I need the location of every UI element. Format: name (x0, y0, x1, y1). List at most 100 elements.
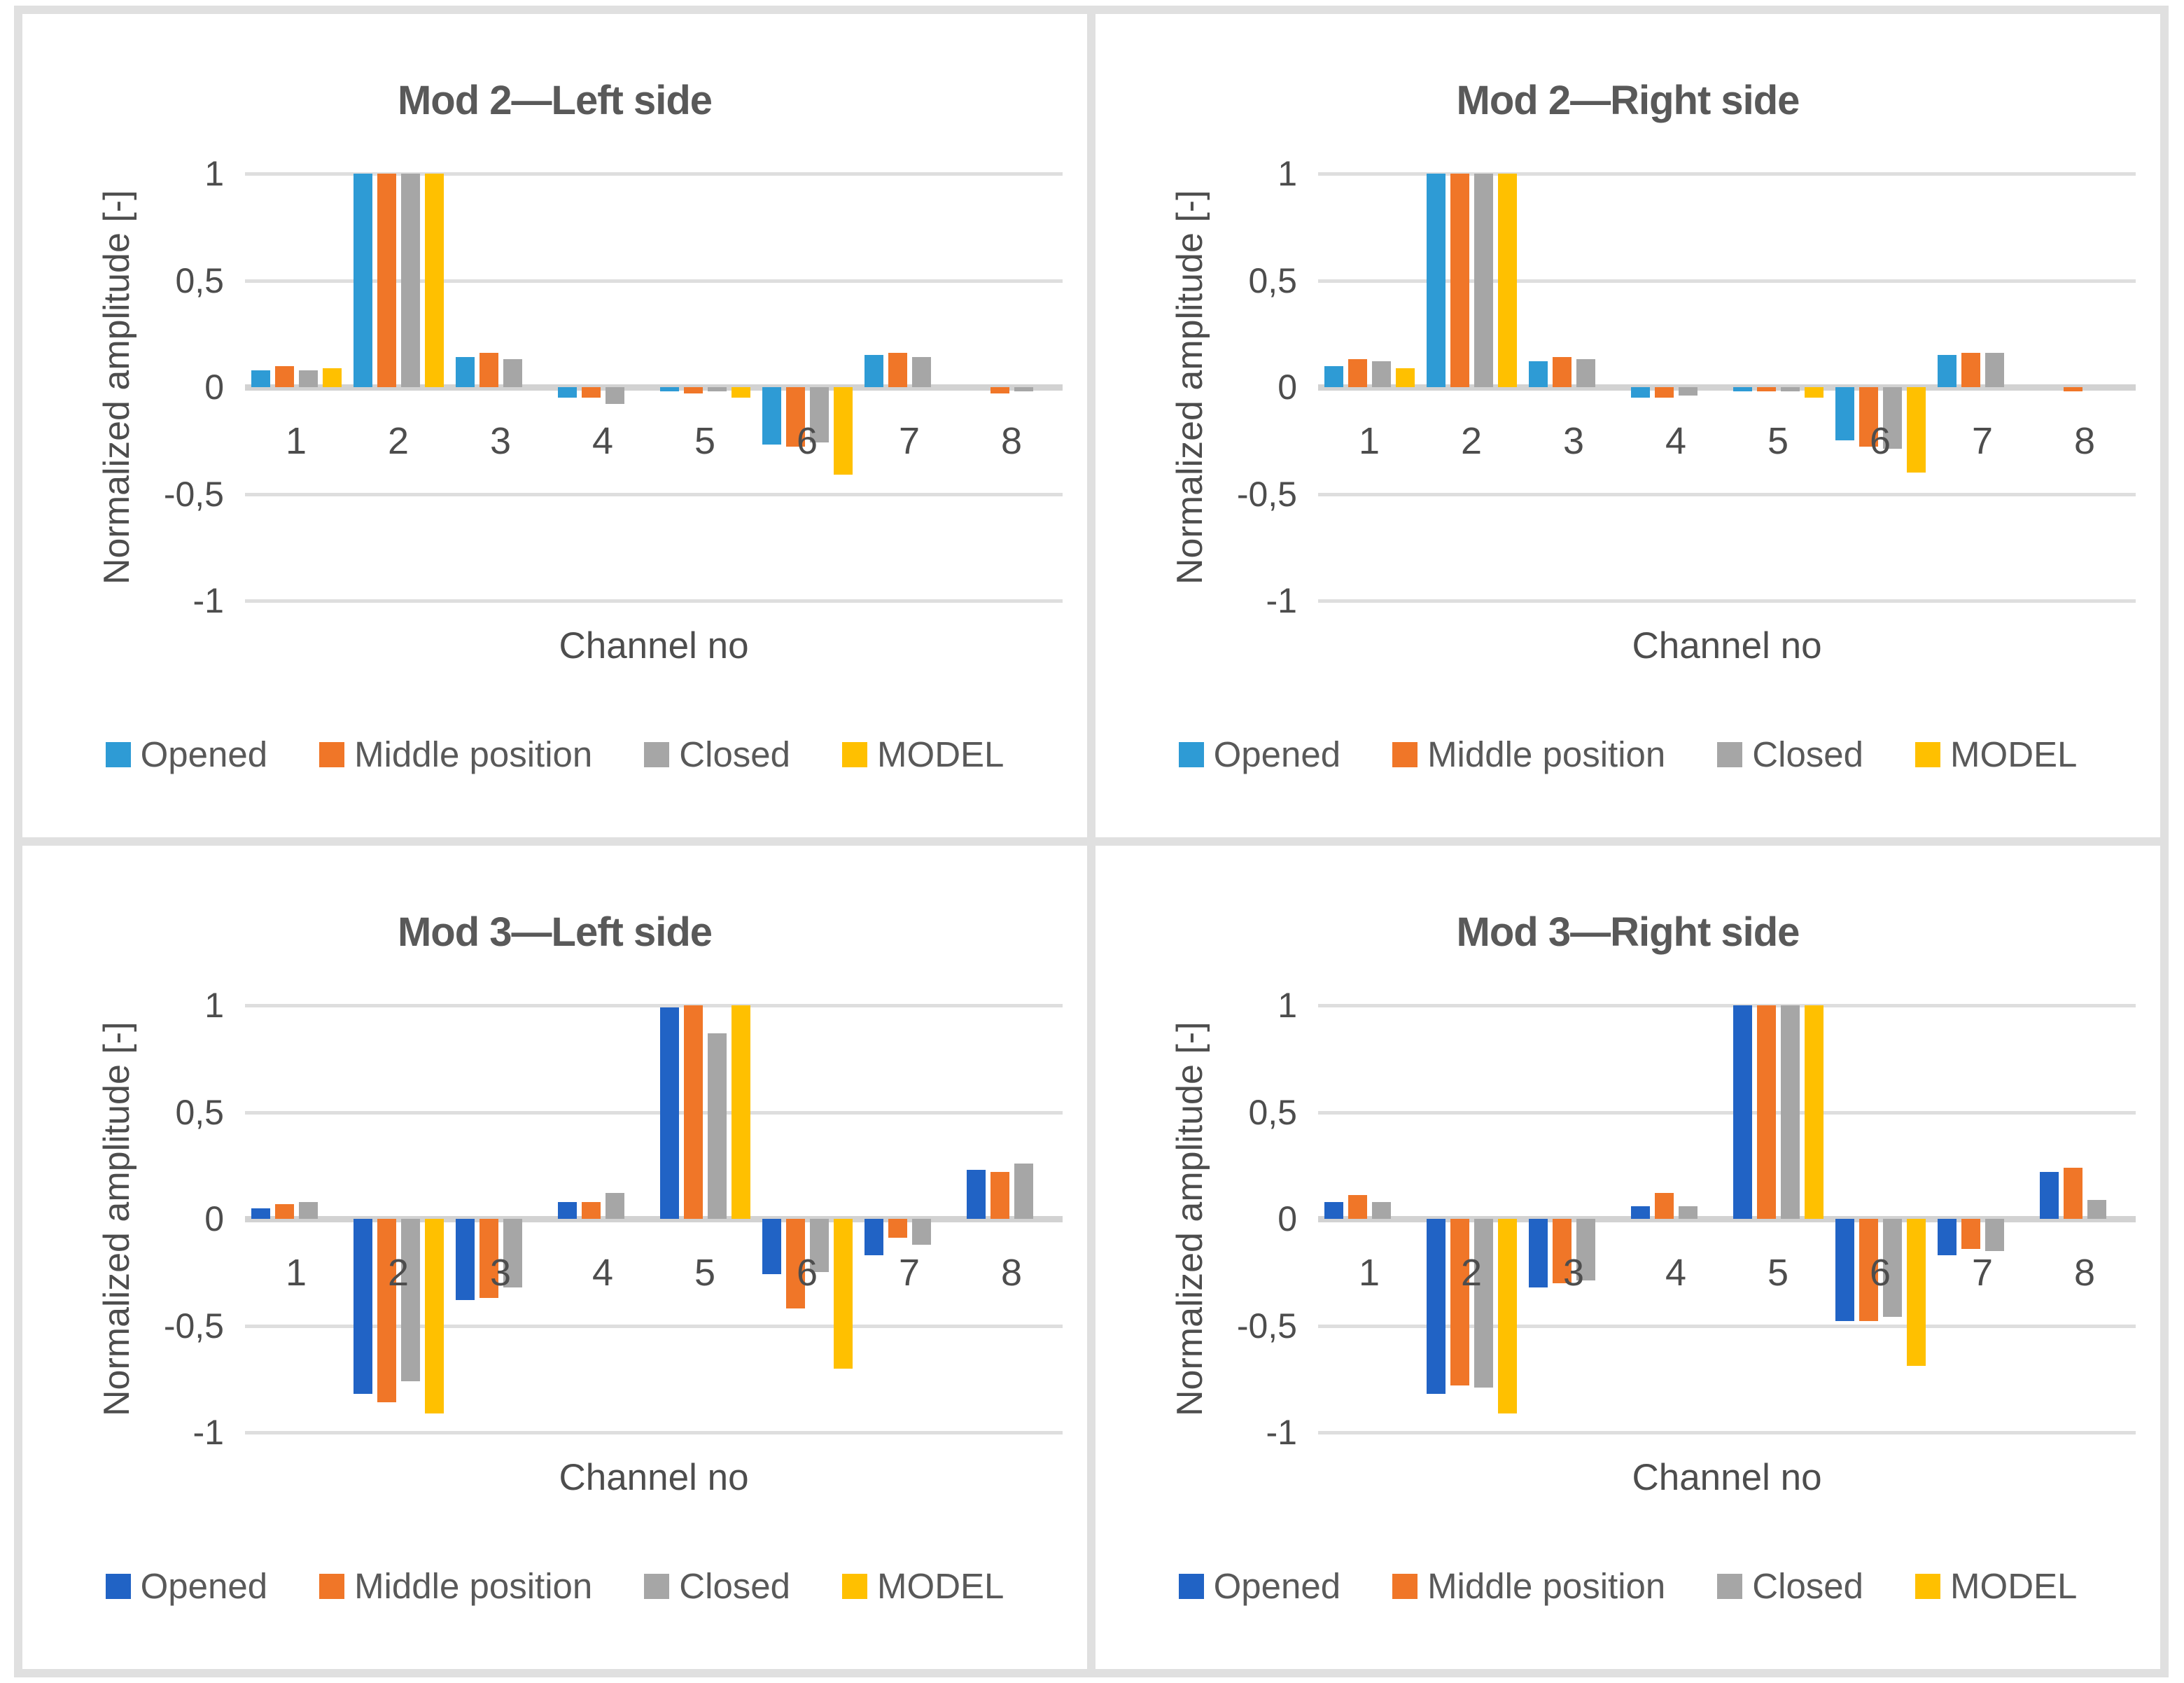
bar-ch3-middle-position (479, 353, 498, 387)
bar-ch7-opened (864, 1219, 883, 1255)
legend-swatch-middle-position (1392, 741, 1418, 767)
legend-label: MODEL (1950, 734, 2078, 774)
legend-label: MODEL (877, 734, 1004, 774)
bar-ch6-model (833, 387, 853, 475)
gridline (1318, 172, 2136, 176)
bar-ch3-closed (1576, 359, 1595, 387)
gridline (245, 279, 1063, 283)
x-tick-label: 6 (796, 1252, 818, 1294)
legend: Opened Middle position Closed MODEL (1096, 1565, 2160, 1607)
bar-ch4-middle-position (581, 387, 601, 398)
legend-label: Opened (140, 734, 268, 774)
bar-ch4-opened (1630, 1206, 1650, 1219)
y-tick-label: -1 (1266, 1413, 1297, 1452)
gridline (245, 1324, 1063, 1328)
bar-ch7-closed (911, 1219, 931, 1245)
legend-label: Closed (1752, 1566, 1864, 1606)
bar-ch5-middle-position (1756, 387, 1776, 392)
bar-ch2-closed (400, 174, 420, 387)
bar-ch3-middle-position (1552, 357, 1572, 387)
chart-mod3-left-side: Mod 3—Left side Normalized amplitude [-]… (22, 846, 1087, 1669)
bar-ch6-opened (762, 1219, 781, 1275)
x-axis-line (245, 1216, 1063, 1222)
legend-label: Closed (1752, 734, 1864, 774)
bar-ch8-closed (1014, 1163, 1033, 1219)
bar-ch4-middle-position (1654, 1193, 1674, 1219)
bar-ch5-opened (659, 1007, 679, 1219)
legend-swatch-opened (1178, 1573, 1204, 1599)
bar-ch6-closed (1882, 1219, 1902, 1318)
x-tick-label: 5 (1767, 420, 1789, 462)
legend-swatch-closed (1717, 741, 1743, 767)
bar-ch5-middle-position (683, 1005, 703, 1219)
legend-label: Middle position (1427, 734, 1666, 774)
bar-ch6-opened (1835, 1219, 1854, 1322)
y-tick-label: 0 (1278, 1199, 1297, 1238)
bar-ch8-middle-position (990, 387, 1009, 394)
bar-ch3-closed (1576, 1219, 1595, 1281)
x-tick-label: 2 (387, 1252, 410, 1294)
legend-item: Middle position (319, 1565, 592, 1607)
bar-ch2-model (424, 174, 444, 387)
legend-label: Opened (140, 1566, 268, 1606)
legend-label: Middle position (354, 1566, 593, 1606)
bar-ch1-middle-position (274, 365, 294, 387)
x-axis-title: Channel no (559, 1457, 749, 1498)
bar-ch6-closed (1882, 387, 1902, 449)
legend-label: Middle position (1427, 1566, 1666, 1606)
x-tick-label: 5 (1767, 1252, 1789, 1294)
legend-item: Opened (1178, 734, 1340, 775)
legend-item: MODEL (1915, 1565, 2077, 1607)
y-tick-label: 1 (1278, 986, 1297, 1025)
bar-ch5-middle-position (683, 387, 703, 394)
bar-ch8-closed (2087, 1199, 2106, 1219)
bar-ch7-closed (1984, 353, 2004, 387)
chart-grid-frame: Mod 2—Left side Normalized amplitude [-]… (14, 6, 2169, 1677)
bar-ch5-opened (1732, 387, 1752, 392)
x-tick-label: 6 (1869, 420, 1891, 462)
legend: Opened Middle position Closed MODEL (22, 734, 1087, 775)
bar-ch4-opened (1630, 387, 1650, 398)
bar-ch6-middle-position (1858, 1219, 1878, 1322)
y-tick-label: -1 (192, 1413, 224, 1452)
bar-ch2-model (1497, 174, 1517, 387)
gridline (1318, 492, 2136, 496)
bar-ch3-middle-position (479, 1219, 498, 1298)
gridline (1318, 1324, 2136, 1328)
bar-ch6-middle-position (1858, 387, 1878, 447)
legend-item: Closed (644, 1565, 790, 1607)
legend-label: Closed (679, 1566, 791, 1606)
bar-ch2-model (424, 1219, 444, 1413)
bar-ch2-opened (353, 1219, 372, 1395)
y-tick-label: -0,5 (1236, 1306, 1297, 1346)
x-tick-label: 3 (1562, 420, 1585, 462)
gridline (1318, 1431, 2136, 1434)
x-tick-label: 5 (694, 1252, 716, 1294)
bar-ch7-middle-position (1961, 1219, 1980, 1249)
bar-ch5-closed (1780, 387, 1800, 392)
bar-ch7-opened (1937, 355, 1956, 387)
legend-item: Opened (105, 734, 268, 775)
y-tick-label: -0,5 (163, 1306, 224, 1346)
bar-ch2-model (1497, 1219, 1517, 1413)
legend-item: Closed (1717, 1565, 1863, 1607)
bar-ch6-middle-position (785, 1219, 805, 1309)
bar-ch2-closed (400, 1219, 420, 1381)
bar-ch1-model (1395, 368, 1415, 387)
x-tick-label: 1 (1358, 1252, 1380, 1294)
legend-label: Middle position (354, 734, 593, 774)
legend-item: Opened (105, 1565, 268, 1607)
bar-ch1-opened (1324, 365, 1343, 387)
bar-ch4-closed (1678, 387, 1698, 396)
x-tick-label: 8 (1000, 1252, 1023, 1294)
bar-ch1-closed (298, 1201, 318, 1219)
x-tick-label: 4 (592, 1252, 614, 1294)
legend-swatch-middle-position (319, 741, 345, 767)
bar-ch1-opened (1324, 1201, 1343, 1219)
bar-ch5-model (731, 1005, 750, 1219)
legend-item: MODEL (842, 734, 1004, 775)
bar-ch2-middle-position (377, 1219, 396, 1403)
gridline (245, 1004, 1063, 1007)
x-tick-label: 7 (898, 1252, 920, 1294)
chart-mod2-left-side: Mod 2—Left side Normalized amplitude [-]… (22, 14, 1087, 837)
